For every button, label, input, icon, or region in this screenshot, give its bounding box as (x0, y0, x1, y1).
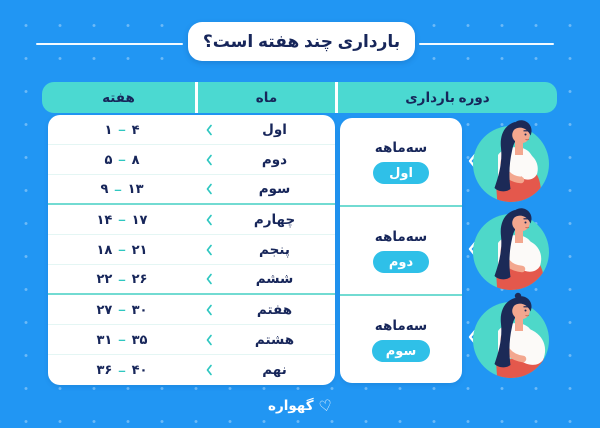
trimester-section-2: سه‌ماهه دوم (340, 207, 462, 296)
trimester-badge: اول (373, 161, 429, 184)
month-name: چهارم (253, 211, 296, 227)
decorative-line-right (419, 43, 554, 45)
header-divider (335, 82, 338, 113)
week-from: ۳۱ (96, 331, 113, 347)
trimester-label: سه‌ماهه (374, 228, 428, 244)
range-dash: – (118, 332, 126, 347)
trimester-section-1: سه‌ماهه اول (340, 118, 462, 207)
week-from: ۹ (100, 181, 109, 196)
header-divider (195, 82, 198, 113)
table-row: ۱۸–۲۱ پنجم (48, 235, 335, 265)
trimester-badge: سوم (371, 339, 431, 362)
week-range: ۳۶–۴۰ (48, 355, 196, 385)
month-name: نهم (262, 362, 287, 377)
table-row: ۵–۸ دوم (48, 145, 335, 175)
table-header: هفته ماه دوره بارداری (42, 82, 557, 113)
table-row: ۳۱–۳۵ هشتم (48, 325, 335, 355)
range-dash: – (118, 122, 126, 137)
weeks-months-table: ۱–۴ اول ۵–۸ دوم ۹–۱۳ سوم ۱۴–۱۷ چهارم ۱۸–… (48, 115, 335, 385)
table-row: ۲۷–۳۰ هفتم (48, 295, 335, 325)
week-to: ۳۵ (131, 331, 148, 347)
column-header-month: ماه (255, 89, 278, 105)
trimester-panel: سه‌ماهه اول سه‌ماهه دوم سه‌ماهه سوم (340, 118, 462, 383)
week-to: ۸ (131, 151, 140, 167)
heart-icon: ♡ (316, 396, 334, 416)
chevron-left-icon (196, 325, 222, 354)
page-title-text: بارداری چند هفته است؟ (202, 31, 401, 51)
decorative-line-left (36, 43, 183, 45)
chevron-left-icon (196, 235, 222, 264)
month-name: اول (262, 121, 287, 137)
week-from: ۱۸ (96, 241, 113, 257)
page-title: بارداری چند هفته است؟ (188, 22, 415, 61)
column-header-trimester: دوره بارداری (405, 89, 490, 105)
week-from: ۱۴ (96, 211, 113, 227)
pregnant-woman-avatar-trimester-3 (463, 289, 559, 391)
month-name: پنجم (259, 241, 290, 257)
week-to: ۴ (131, 121, 140, 137)
month-name: ششم (255, 271, 294, 286)
month-name: سوم (258, 181, 291, 196)
week-to: ۳۰ (131, 301, 148, 317)
table-row: ۹–۱۳ سوم (48, 175, 335, 205)
week-range: ۲۷–۳۰ (48, 295, 196, 324)
week-to: ۱۳ (127, 181, 144, 196)
week-range: ۲۲–۲۶ (48, 265, 196, 293)
chevron-left-icon (196, 265, 222, 293)
week-to: ۴۰ (131, 362, 148, 377)
brand-logo: گهواره ♡ (0, 395, 600, 417)
chevron-left-icon (196, 175, 222, 203)
chevron-left-icon (196, 355, 222, 385)
month-name: دوم (261, 151, 288, 167)
trimester-section-3: سه‌ماهه سوم (340, 296, 462, 383)
range-dash: – (118, 152, 126, 167)
week-from: ۱ (104, 121, 113, 137)
table-row: ۱۴–۱۷ چهارم (48, 205, 335, 235)
trimester-label: سه‌ماهه (374, 139, 428, 155)
table-row: ۳۶–۴۰ نهم (48, 355, 335, 385)
week-range: ۳۱–۳۵ (48, 325, 196, 354)
week-range: ۱۸–۲۱ (48, 235, 196, 264)
week-from: ۵ (104, 151, 113, 167)
range-dash: – (118, 271, 126, 287)
range-dash: – (118, 212, 126, 227)
column-header-week: هفته (102, 89, 135, 105)
chevron-left-icon (196, 295, 222, 324)
table-row: ۱–۴ اول (48, 115, 335, 145)
range-dash: – (118, 242, 126, 257)
week-range: ۹–۱۳ (48, 175, 196, 203)
pregnant-woman-avatar-trimester-2 (463, 201, 559, 303)
week-range: ۵–۸ (48, 145, 196, 174)
trimester-badge: دوم (373, 250, 429, 273)
week-range: ۱۴–۱۷ (48, 205, 196, 234)
week-from: ۲۲ (96, 271, 113, 286)
month-name: هشتم (254, 331, 295, 347)
week-from: ۲۷ (96, 301, 113, 317)
month-name: هفتم (256, 301, 293, 317)
week-to: ۲۶ (131, 271, 148, 286)
chevron-left-icon (196, 205, 222, 234)
week-to: ۲۱ (131, 241, 148, 257)
chevron-left-icon (196, 145, 222, 174)
week-range: ۱–۴ (48, 115, 196, 144)
pregnant-woman-avatar-trimester-1 (463, 113, 559, 215)
table-row: ۲۲–۲۶ ششم (48, 265, 335, 295)
range-dash: – (114, 181, 122, 197)
week-from: ۳۶ (96, 362, 113, 377)
chevron-left-icon (196, 115, 222, 144)
brand-name: گهواره (267, 398, 314, 413)
range-dash: – (118, 302, 126, 317)
week-to: ۱۷ (131, 211, 148, 227)
trimester-label: سه‌ماهه (374, 317, 428, 333)
range-dash: – (118, 362, 126, 378)
